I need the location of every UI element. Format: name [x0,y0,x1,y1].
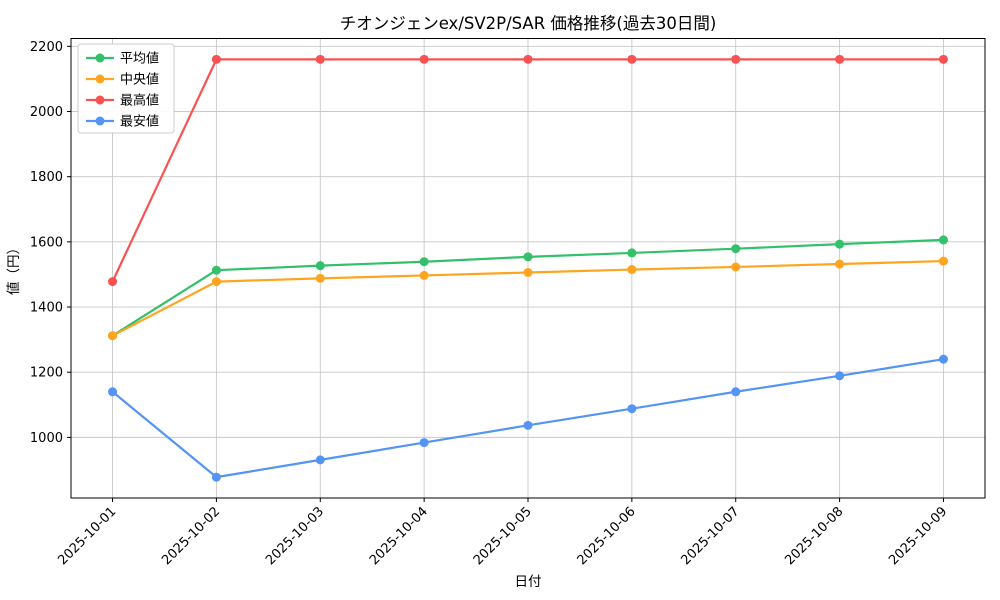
data-point [211,277,221,287]
y-tick-label: 1600 [30,235,63,250]
y-axis-label: 値（円） [6,241,22,295]
data-point [523,252,533,262]
data-point [938,256,948,266]
y-tick-label: 1000 [30,431,63,446]
legend-box [77,43,175,134]
data-point [523,54,533,64]
x-axis-label: 日付 [515,574,542,590]
legend-marker [95,53,105,63]
data-point [627,404,637,414]
x-tick-label: 2025-10-09 [886,504,950,568]
data-point [211,265,221,275]
data-point [835,239,845,249]
data-point [731,54,741,64]
x-tick-label: 2025-10-08 [782,504,846,568]
legend-marker [95,116,105,126]
legend-label: 中央値 [120,72,159,88]
data-point [731,262,741,272]
data-point [108,387,118,397]
x-tick-label: 2025-10-03 [263,504,327,568]
y-tick-label: 2200 [30,40,63,55]
data-point [938,354,948,364]
x-tick-label: 2025-10-05 [471,504,535,568]
chart-title: チオンジェンex/SV2P/SAR 価格推移(過去30日間) [340,14,717,33]
data-point [315,455,325,465]
data-point [211,54,221,64]
data-point [835,54,845,64]
x-tick-label: 2025-10-01 [55,504,119,568]
data-point [627,248,637,258]
data-point [108,277,118,287]
data-point [938,235,948,245]
data-point [315,54,325,64]
data-point [315,273,325,283]
data-point [731,387,741,397]
data-point [211,472,221,482]
x-tick-label: 2025-10-06 [575,504,639,568]
data-point [627,54,637,64]
x-tick-label: 2025-10-07 [679,504,743,568]
series-layer [108,54,948,482]
y-tick-label: 1400 [30,301,63,316]
data-point [835,259,845,269]
data-point [419,54,429,64]
y-tick-label: 1800 [30,170,63,185]
data-point [731,244,741,254]
data-point [835,371,845,381]
x-tick-label: 2025-10-02 [159,504,223,568]
legend-marker [95,95,105,105]
legend-marker [95,74,105,84]
legend-label: 最安値 [120,114,159,130]
data-point [419,270,429,280]
data-point [108,331,118,341]
data-point [315,261,325,271]
data-point [419,257,429,267]
data-point [523,420,533,430]
data-point [938,54,948,64]
data-point [523,267,533,277]
legend-label: 最高値 [120,93,159,109]
data-point [419,438,429,448]
y-tick-label: 1200 [30,366,63,381]
x-tick-label: 2025-10-04 [367,504,431,568]
data-point [627,265,637,275]
legend-label: 平均値 [120,51,159,67]
y-tick-label: 2000 [30,105,63,120]
